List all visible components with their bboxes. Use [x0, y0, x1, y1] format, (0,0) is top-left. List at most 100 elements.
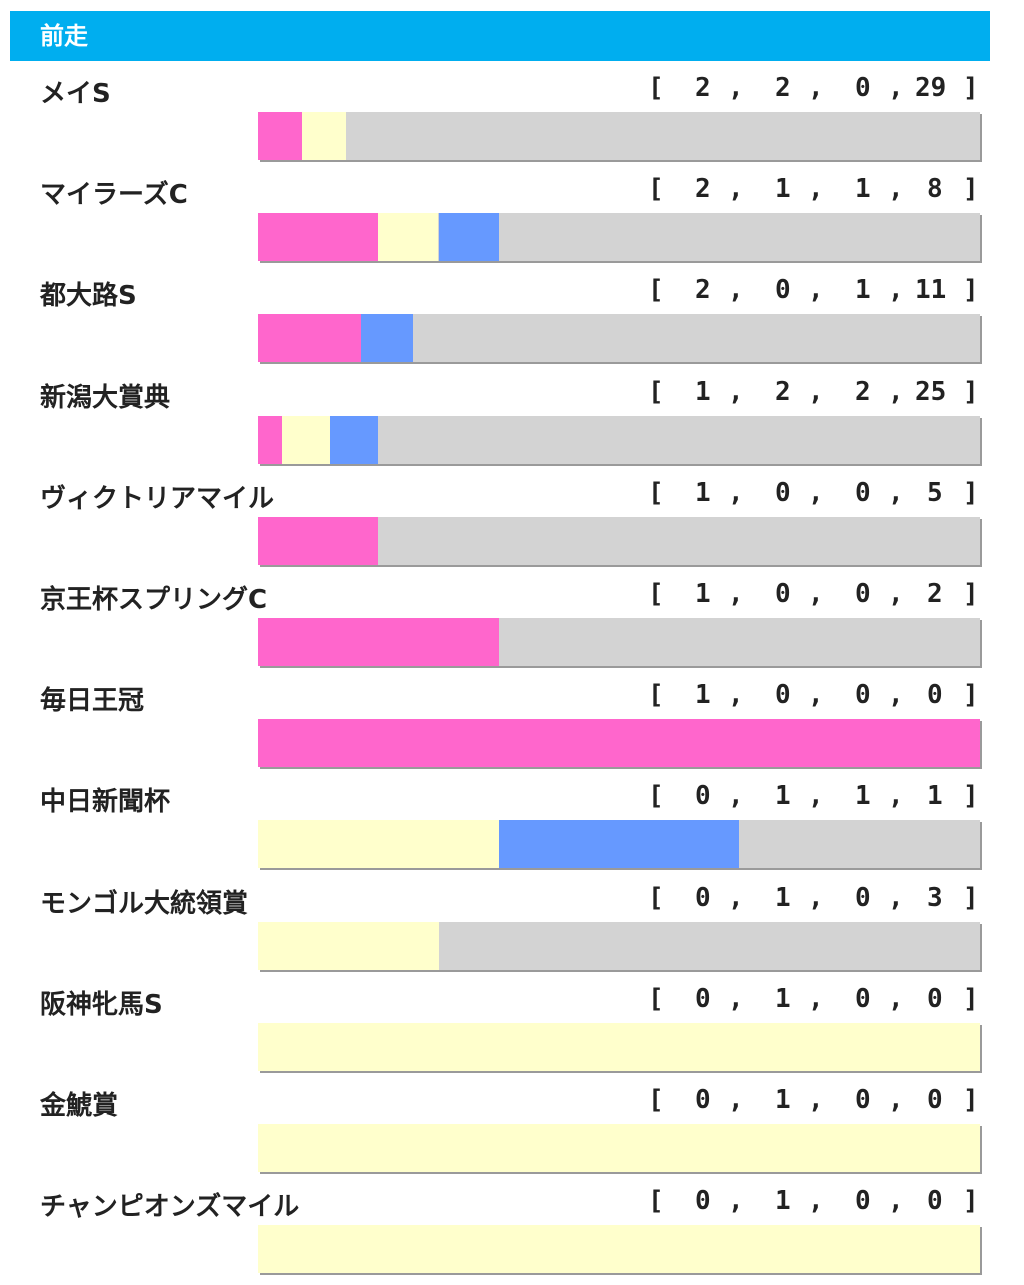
- bracket: ]: [963, 1186, 979, 1217]
- bar-segment-second: [258, 1022, 980, 1071]
- bracket: [: [648, 376, 664, 407]
- comma: ,: [888, 1186, 904, 1217]
- bar-segment-other: [438, 921, 980, 970]
- record-value: 2: [855, 376, 871, 407]
- comma: ,: [888, 1084, 904, 1115]
- record-value: 2: [927, 578, 943, 609]
- stacked-bar: [258, 921, 980, 970]
- comma: ,: [728, 680, 744, 711]
- stacked-bar: [258, 617, 980, 666]
- comma: ,: [808, 73, 824, 103]
- bar-segment-other: [345, 112, 980, 160]
- category-label: メイS: [40, 79, 111, 109]
- record-values: [1, 2, 2, 25]: [640, 377, 980, 413]
- comma: ,: [808, 477, 824, 508]
- stacked-bar: [258, 719, 980, 768]
- record-value: 1: [855, 275, 871, 306]
- record-values: [0, 1, 0, 3]: [640, 883, 980, 919]
- comma: ,: [728, 1084, 744, 1115]
- record-value: 1: [695, 376, 711, 407]
- chart-row: 金鯱賞 [0, 1, 0, 0]: [0, 1073, 1024, 1174]
- comma: ,: [728, 477, 744, 508]
- record-values: [2, 2, 0, 29]: [640, 73, 980, 109]
- record-value: 1: [775, 1084, 791, 1115]
- bar-segment-second: [258, 1225, 980, 1274]
- record-value: 0: [855, 1186, 871, 1217]
- record-value: 2: [695, 174, 711, 205]
- chart-row: マイラーズC [2, 1, 1, 8]: [0, 162, 1024, 263]
- bracket: [: [648, 781, 664, 812]
- record-values: [0, 1, 0, 0]: [640, 1186, 980, 1222]
- record-values: [2, 0, 1, 11]: [640, 275, 980, 311]
- record-values: [0, 1, 1, 1]: [640, 781, 980, 817]
- chart-row: 阪神牝馬S [0, 1, 0, 0]: [0, 972, 1024, 1073]
- category-label: 阪神牝馬S: [40, 989, 163, 1020]
- record-value: 0: [695, 882, 711, 913]
- bracket: ]: [963, 376, 979, 407]
- bracket: [: [648, 1186, 664, 1217]
- comma: ,: [888, 73, 904, 103]
- stacked-bar: [258, 112, 980, 160]
- comma: ,: [728, 73, 744, 103]
- bar-segment-third: [361, 314, 413, 363]
- stacked-bar: [258, 516, 980, 565]
- bracket: [: [648, 578, 664, 609]
- comma: ,: [888, 477, 904, 508]
- comma: ,: [808, 1186, 824, 1217]
- record-value: 0: [927, 1186, 943, 1217]
- record-value: 25: [915, 376, 947, 407]
- comma: ,: [888, 781, 904, 812]
- record-value: 11: [915, 275, 947, 306]
- chart-row: チャンピオンズマイル [0, 1, 0, 0]: [0, 1174, 1024, 1275]
- stacked-bar-chart: メイS [2, 2, 0, 29] マイラーズC [2, 1, 1, 8] 都大路S [2, 0, 1, 1…: [0, 61, 1024, 1275]
- chart-row: 京王杯スプリングC [1, 0, 0, 2]: [0, 567, 1024, 668]
- comma: ,: [728, 882, 744, 913]
- category-label: 毎日王冠: [40, 686, 145, 717]
- bar-segment-second: [258, 1123, 980, 1172]
- stacked-bar: [258, 415, 980, 464]
- record-value: 0: [695, 1084, 711, 1115]
- chart-row: メイS [2, 2, 0, 29]: [0, 61, 1024, 162]
- record-value: 1: [775, 882, 791, 913]
- record-values: [1, 0, 0, 0]: [640, 680, 980, 716]
- bar-segment-other: [498, 617, 980, 666]
- bracket: [: [648, 73, 664, 103]
- chart-row: 都大路S [2, 0, 1, 11]: [0, 263, 1024, 364]
- comma: ,: [728, 376, 744, 407]
- stacked-bar: [258, 1123, 980, 1172]
- comma: ,: [728, 578, 744, 609]
- bracket: ]: [963, 578, 979, 609]
- bracket: [: [648, 1084, 664, 1115]
- category-label: 金鯱賞: [40, 1090, 119, 1121]
- comma: ,: [728, 1186, 744, 1217]
- bracket: [: [648, 174, 664, 205]
- comma: ,: [728, 275, 744, 306]
- bar-segment-second: [258, 820, 499, 869]
- record-value: 0: [775, 578, 791, 609]
- comma: ,: [808, 376, 824, 407]
- bracket: [: [648, 680, 664, 711]
- comma: ,: [728, 174, 744, 205]
- bracket: ]: [963, 781, 979, 812]
- bar-segment-second: [301, 112, 346, 160]
- bar-segment-win: [258, 516, 379, 565]
- record-values: [1, 0, 0, 5]: [640, 478, 980, 514]
- comma: ,: [888, 882, 904, 913]
- comma: ,: [888, 376, 904, 407]
- bracket: ]: [963, 882, 979, 913]
- record-value: 1: [775, 1186, 791, 1217]
- comma: ,: [728, 983, 744, 1014]
- chart-row: 中日新聞杯 [0, 1, 1, 1]: [0, 769, 1024, 870]
- comma: ,: [888, 983, 904, 1014]
- bar-segment-win: [258, 415, 283, 464]
- record-value: 0: [775, 680, 791, 711]
- comma: ,: [808, 578, 824, 609]
- bar-segment-third: [438, 213, 499, 262]
- category-label: チャンピオンズマイル: [40, 1192, 300, 1223]
- bar-segment-third: [498, 820, 740, 869]
- stacked-bar: [258, 820, 980, 869]
- record-value: 0: [855, 73, 871, 103]
- chart-row: ヴィクトリアマイル [1, 0, 0, 5]: [0, 466, 1024, 567]
- comma: ,: [808, 174, 824, 205]
- comma: ,: [888, 578, 904, 609]
